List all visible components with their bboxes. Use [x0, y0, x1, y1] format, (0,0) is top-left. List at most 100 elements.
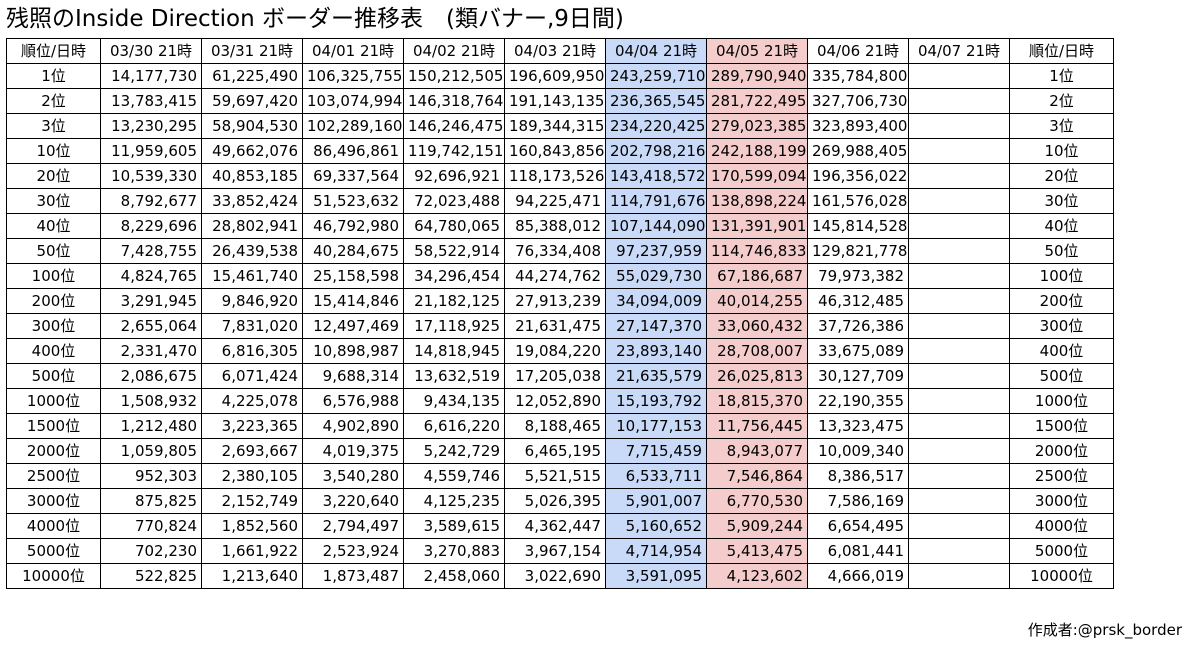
- value-cell: 8,229,696: [100, 213, 202, 239]
- value-cell: 2,152,749: [201, 488, 303, 514]
- value-cell: 21,182,125: [403, 288, 505, 314]
- value-cell: 33,675,089: [807, 338, 909, 364]
- value-cell: [908, 138, 1010, 164]
- value-cell: 4,824,765: [100, 263, 202, 289]
- rank-cell: 300位: [6, 313, 101, 339]
- value-cell: 6,616,220: [403, 413, 505, 439]
- value-cell: 27,913,239: [504, 288, 606, 314]
- rank-cell: 40位: [6, 213, 101, 239]
- value-cell: 2,655,064: [100, 313, 202, 339]
- value-cell: 234,220,425: [605, 113, 707, 139]
- value-cell: 13,632,519: [403, 363, 505, 389]
- value-cell: 44,274,762: [504, 263, 606, 289]
- value-cell: 46,312,485: [807, 288, 909, 314]
- value-cell: 33,852,424: [201, 188, 303, 214]
- value-cell: [908, 488, 1010, 514]
- header-cell: 順位/日時: [1009, 38, 1114, 64]
- value-cell: 146,246,475: [403, 113, 505, 139]
- value-cell: 327,706,730: [807, 88, 909, 114]
- rank-cell: 200位: [6, 288, 101, 314]
- value-cell: 27,147,370: [605, 313, 707, 339]
- value-cell: 143,418,572: [605, 163, 707, 189]
- value-cell: 335,784,800: [807, 63, 909, 89]
- value-cell: 196,609,950: [504, 63, 606, 89]
- table-row: 1000位 1,508,932 4,225,078 6,576,988 9,434,13…: [6, 388, 1114, 414]
- value-cell: 6,071,424: [201, 363, 303, 389]
- value-cell: 4,902,890: [302, 413, 404, 439]
- value-cell: [908, 363, 1010, 389]
- value-cell: 196,356,022: [807, 163, 909, 189]
- value-cell: 58,522,914: [403, 238, 505, 264]
- value-cell: 5,160,652: [605, 513, 707, 539]
- rank-cell: 100位: [6, 263, 101, 289]
- rank-cell: 40位: [1009, 213, 1114, 239]
- value-cell: 17,118,925: [403, 313, 505, 339]
- table-row: 20位 10,539,330 40,853,185 69,337,564 92,696,…: [6, 163, 1114, 189]
- value-cell: 131,391,901: [706, 213, 808, 239]
- value-cell: 8,943,077: [706, 438, 808, 464]
- value-cell: [908, 113, 1010, 139]
- value-cell: 7,428,755: [100, 238, 202, 264]
- value-cell: 33,060,432: [706, 313, 808, 339]
- table-row: 40位 8,229,696 28,802,941 46,792,980 64,780,0…: [6, 213, 1114, 239]
- value-cell: 3,223,365: [201, 413, 303, 439]
- rank-cell: 30位: [6, 188, 101, 214]
- table-row: 2000位 1,059,805 2,693,667 4,019,375 5,242,72…: [6, 438, 1114, 464]
- value-cell: 9,688,314: [302, 363, 404, 389]
- value-cell: 6,770,530: [706, 488, 808, 514]
- value-cell: 34,296,454: [403, 263, 505, 289]
- header-row: 順位/日時 03/30 21時 03/31 21時 04/01 21時 04/0…: [6, 38, 1114, 64]
- value-cell: 114,746,833: [706, 238, 808, 264]
- value-cell: [908, 313, 1010, 339]
- value-cell: 875,825: [100, 488, 202, 514]
- value-cell: 6,654,495: [807, 513, 909, 539]
- value-cell: 10,009,340: [807, 438, 909, 464]
- rank-cell: 200位: [1009, 288, 1114, 314]
- value-cell: 952,303: [100, 463, 202, 489]
- table-row: 3000位 875,825 2,152,749 3,220,640 4,125,235 5…: [6, 488, 1114, 514]
- value-cell: 26,439,538: [201, 238, 303, 264]
- value-cell: 702,230: [100, 538, 202, 564]
- value-cell: 146,318,764: [403, 88, 505, 114]
- value-cell: 119,742,151: [403, 138, 505, 164]
- rank-cell: 4000位: [6, 513, 101, 539]
- value-cell: 236,365,545: [605, 88, 707, 114]
- table-row: 10位 11,959,605 49,662,076 86,496,861 119,742…: [6, 138, 1114, 164]
- value-cell: 5,901,007: [605, 488, 707, 514]
- value-cell: 4,666,019: [807, 563, 909, 589]
- value-cell: 323,893,400: [807, 113, 909, 139]
- value-cell: [908, 513, 1010, 539]
- value-cell: 170,599,094: [706, 163, 808, 189]
- value-cell: 2,523,924: [302, 538, 404, 564]
- rank-cell: 3位: [6, 113, 101, 139]
- value-cell: 26,025,813: [706, 363, 808, 389]
- header-cell: 04/06 21時: [807, 38, 909, 64]
- value-cell: 2,380,105: [201, 463, 303, 489]
- value-cell: 69,337,564: [302, 163, 404, 189]
- value-cell: 18,815,370: [706, 388, 808, 414]
- rank-cell: 2500位: [6, 463, 101, 489]
- rank-cell: 1000位: [6, 388, 101, 414]
- value-cell: 3,589,615: [403, 513, 505, 539]
- value-cell: 10,177,153: [605, 413, 707, 439]
- table-row: 2位 13,783,415 59,697,420 103,074,994 146,318…: [6, 88, 1114, 114]
- value-cell: 6,081,441: [807, 538, 909, 564]
- value-cell: 7,586,169: [807, 488, 909, 514]
- value-cell: [908, 288, 1010, 314]
- value-cell: 770,824: [100, 513, 202, 539]
- value-cell: 15,193,792: [605, 388, 707, 414]
- value-cell: 14,818,945: [403, 338, 505, 364]
- table-row: 100位 4,824,765 15,461,740 25,158,598 34,296,…: [6, 263, 1114, 289]
- value-cell: 28,708,007: [706, 338, 808, 364]
- value-cell: 9,846,920: [201, 288, 303, 314]
- table-row: 200位 3,291,945 9,846,920 15,414,846 21,182,1…: [6, 288, 1114, 314]
- rank-cell: 3000位: [1009, 488, 1114, 514]
- value-cell: 21,631,475: [504, 313, 606, 339]
- value-cell: 3,022,690: [504, 563, 606, 589]
- value-cell: 3,967,154: [504, 538, 606, 564]
- value-cell: 72,023,488: [403, 188, 505, 214]
- value-cell: 2,693,667: [201, 438, 303, 464]
- table-row: 3位 13,230,295 58,904,530 102,289,160 146,246…: [6, 113, 1114, 139]
- value-cell: 40,853,185: [201, 163, 303, 189]
- rank-cell: 20位: [1009, 163, 1114, 189]
